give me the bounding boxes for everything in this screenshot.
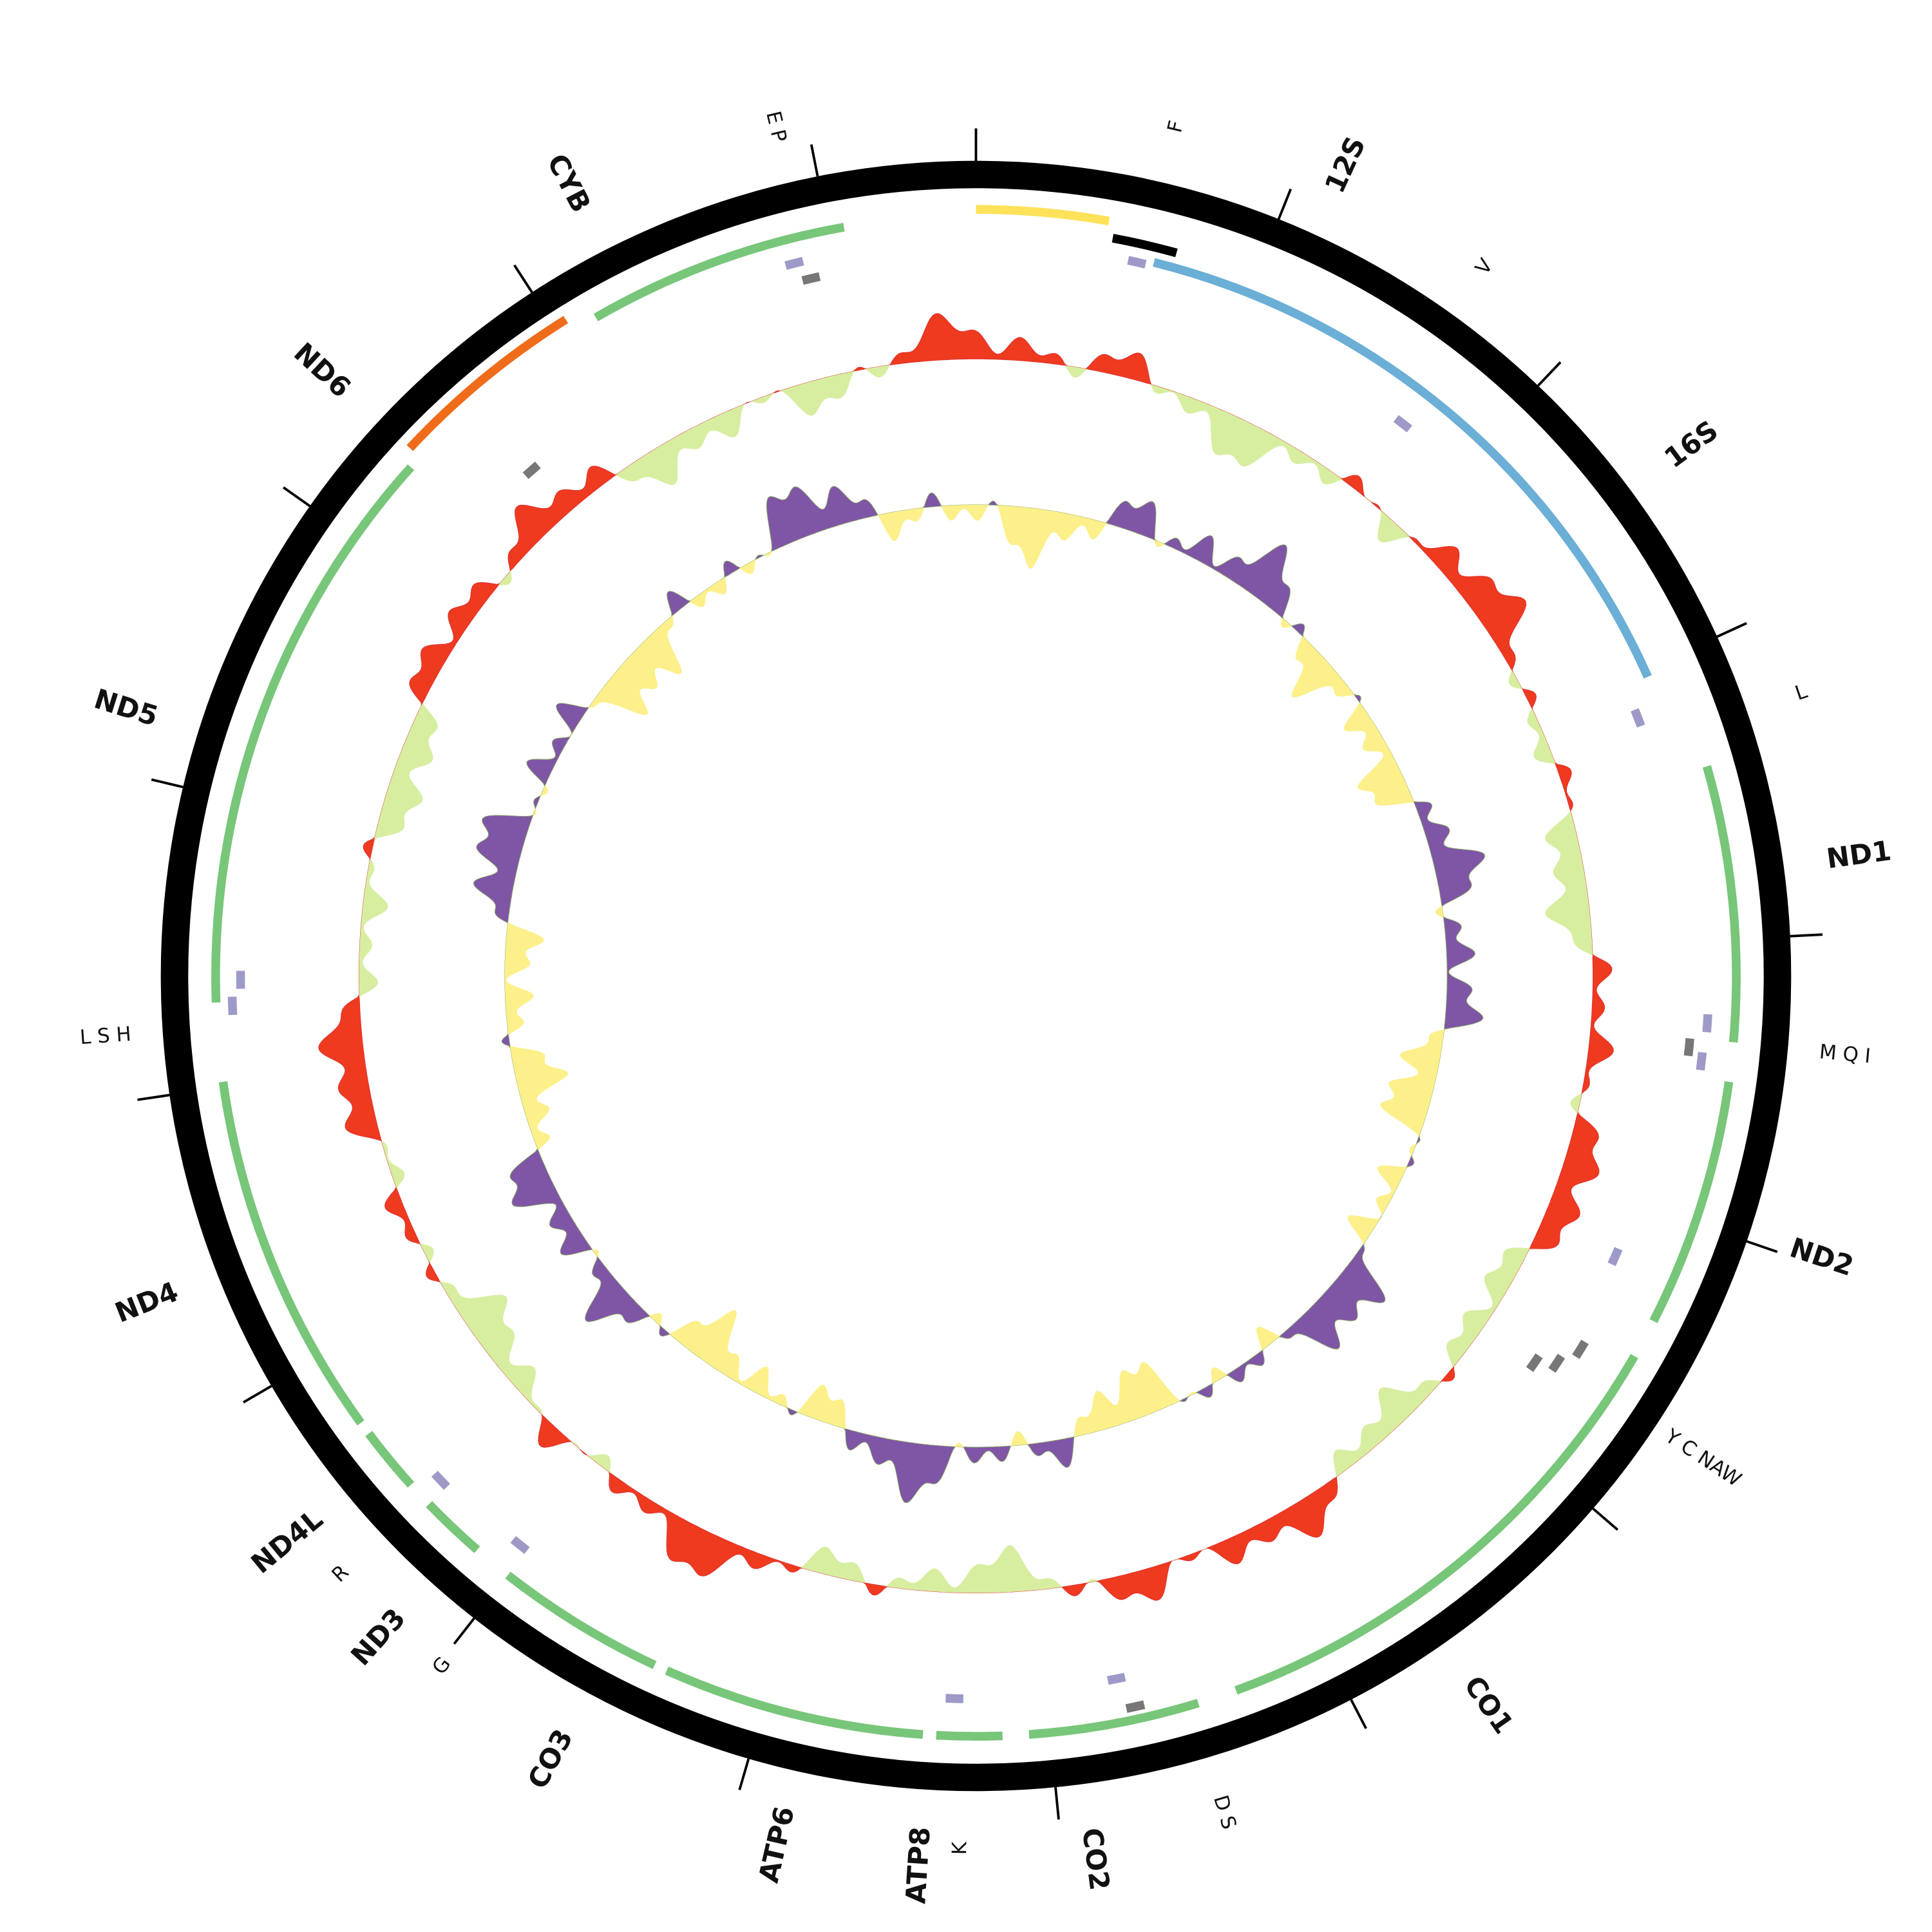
feature-label: K <box>948 1841 971 1855</box>
trna-arc <box>1631 708 1645 728</box>
feature-label: CYB <box>540 149 597 218</box>
gene-arc <box>665 1666 923 1739</box>
gene-arc <box>218 1081 365 1426</box>
gene-arc <box>936 1730 1003 1741</box>
feature-label: L <box>1792 679 1811 705</box>
gene-arc <box>1649 1081 1734 1323</box>
tick <box>1054 1787 1060 1820</box>
trna-arc <box>431 1470 450 1490</box>
tick <box>151 778 184 789</box>
feature-label: ATP8 <box>900 1826 936 1904</box>
feature-label: V <box>1471 254 1498 279</box>
feature-label: ND5 <box>90 683 162 733</box>
tick <box>738 1758 750 1790</box>
feature-label: ND1 <box>1824 835 1893 875</box>
gene-arc <box>505 1571 657 1669</box>
tick <box>1350 1699 1367 1729</box>
trna-arc <box>1125 1700 1146 1713</box>
gene-arc <box>406 316 569 451</box>
gene-arc <box>1234 1354 1638 1695</box>
trna-arc <box>1526 1353 1543 1372</box>
gene-arc <box>211 464 415 1003</box>
tick <box>1716 621 1747 638</box>
rrna-arc <box>1153 258 1652 679</box>
feature-label: R <box>327 1560 353 1587</box>
trna-arc <box>801 272 821 285</box>
tick <box>137 1094 170 1101</box>
trna-arc <box>1683 1037 1694 1057</box>
trna-arc <box>1702 1014 1712 1033</box>
skew-negative <box>359 359 1593 1593</box>
gene-arc <box>426 1501 480 1553</box>
feature-label: M Q I <box>1818 1040 1871 1068</box>
tick <box>513 264 533 293</box>
feature-label: D S <box>1209 1792 1241 1832</box>
tick <box>1592 1508 1619 1531</box>
trna-arc <box>1607 1247 1623 1267</box>
trna-arc <box>1127 256 1147 269</box>
gene-arc <box>365 1430 415 1488</box>
feature-label: ND2 <box>1786 1232 1857 1283</box>
trna-arc <box>1106 1672 1126 1685</box>
gene-arc <box>593 223 845 321</box>
feature-label: G <box>428 1653 455 1679</box>
tick <box>282 486 311 507</box>
rrna-arc <box>976 205 1110 225</box>
feature-label: ATP6 <box>753 1804 801 1886</box>
feature-label: CO2 <box>1075 1826 1115 1892</box>
feature-label: ND6 <box>287 337 357 404</box>
trna-arc <box>1548 1354 1566 1373</box>
feature-label: E P <box>761 109 791 144</box>
trna-arc <box>510 1536 530 1555</box>
tick <box>810 144 819 177</box>
feature-label: F <box>1163 118 1188 135</box>
trna-arc <box>784 256 804 270</box>
feature-label: ND3 <box>345 1602 412 1672</box>
tick <box>453 1617 475 1645</box>
skew-positive <box>473 486 1486 1504</box>
feature-label: CO1 <box>1457 1671 1520 1740</box>
tick <box>1746 1240 1778 1253</box>
skew-negative <box>504 504 1448 1448</box>
trna-arc <box>945 1694 964 1703</box>
feature-label: 12S <box>1319 132 1372 198</box>
gene-arc <box>1028 1699 1200 1739</box>
trna-arc <box>1572 1340 1589 1359</box>
control-arc <box>1112 234 1178 258</box>
tick <box>1537 361 1562 387</box>
tick <box>1790 933 1823 938</box>
genome-ring <box>160 160 1792 1792</box>
trna-arc <box>1696 1052 1707 1071</box>
trna-arc <box>1393 415 1412 433</box>
feature-label: L S H <box>79 1023 132 1049</box>
gene-arc <box>1702 765 1741 1043</box>
tick <box>243 1385 272 1404</box>
feature-label: CO3 <box>522 1724 580 1794</box>
trna-arc <box>522 461 541 479</box>
tick <box>1277 188 1293 220</box>
feature-label: ND4L <box>245 1503 329 1580</box>
feature-label: 16S <box>1658 414 1724 475</box>
feature-label: Y C NAW <box>1660 1425 1745 1492</box>
feature-label: ND4 <box>111 1276 183 1330</box>
